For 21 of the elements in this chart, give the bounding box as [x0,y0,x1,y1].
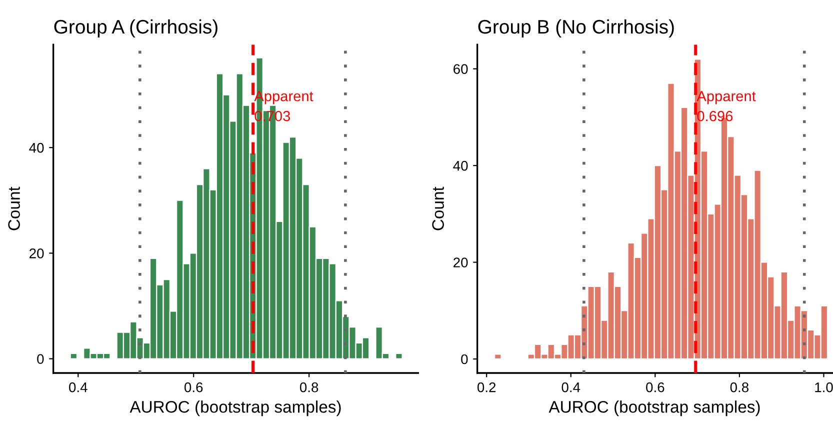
chart-title: Group A (Cirrhosis) [54,19,218,38]
x-tick-label: 0.4 [562,382,580,392]
x-axis-title: AUROC (bootstrap samples) [548,400,760,416]
y-axis-title: Count [432,186,444,230]
x-tick-label: 0.4 [69,382,88,392]
y-tick-label: 0 [461,354,468,364]
y-tick-label: 60 [454,64,468,74]
y-tick-label: 20 [30,248,44,258]
y-tick-label: 40 [29,142,44,153]
x-tick-label: 0.6 [646,382,664,392]
x-tick-label: 1.0 [815,382,833,392]
y-tick-label: 0 [37,354,44,364]
x-axis-title: AUROC (bootstrap samples) [130,400,341,416]
y-tick-label: 20 [454,258,468,268]
y-axis-title: Count [8,186,20,230]
x-tick-label: 0.8 [300,382,318,392]
x-tick-label: 0.8 [730,382,748,392]
y-tick-label: 40 [453,160,468,171]
x-tick-label: 0.6 [184,382,203,392]
x-tick-label: 0.2 [477,382,496,392]
chart-title: Group B (No Cirrhosis) [478,19,674,38]
